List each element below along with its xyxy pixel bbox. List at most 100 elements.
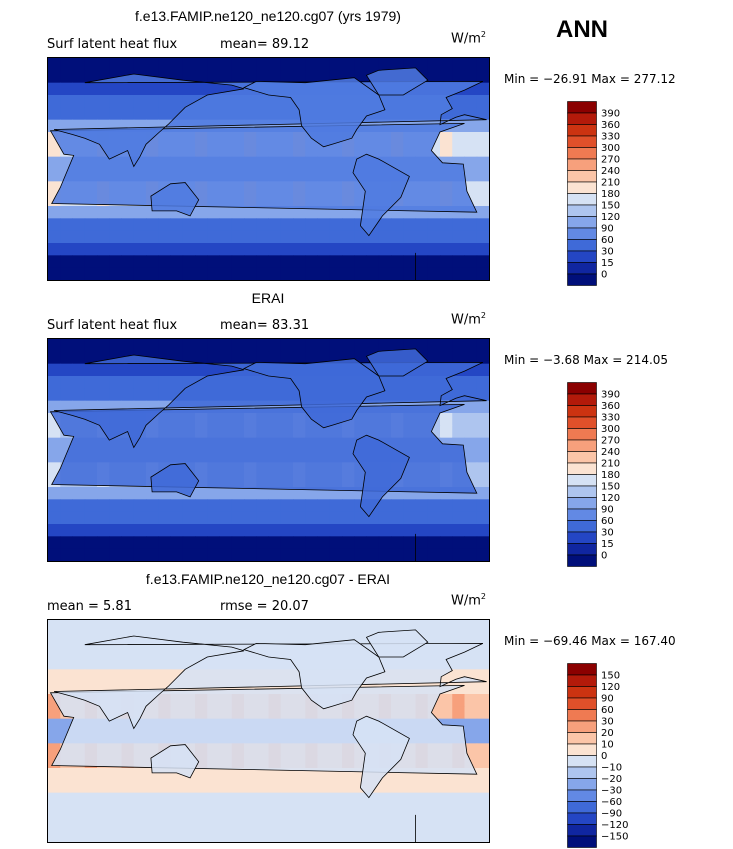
colorbar-tick-label: 180: [601, 189, 620, 200]
map-field-cell: [133, 548, 147, 561]
map-field-cell: [84, 107, 98, 121]
map-field-cell: [121, 669, 135, 683]
map-field-cell: [109, 243, 122, 256]
map-field-cell: [60, 255, 73, 269]
map-field-cell: [146, 339, 159, 352]
map-field-cell: [48, 376, 61, 389]
map-field-cell: [342, 829, 355, 842]
map-field-cell: [121, 267, 135, 280]
map-field-cell: [231, 230, 245, 244]
map-field-cell: [440, 536, 453, 550]
map-field-cell: [452, 817, 465, 831]
map-field-cell: [464, 255, 478, 269]
map-field-cell: [182, 351, 196, 365]
map-field-cell: [84, 620, 98, 633]
map-field-cell: [256, 768, 269, 781]
map-field-cell: [182, 70, 196, 84]
map-field-cell: [464, 95, 478, 108]
map-field-cell: [133, 524, 147, 537]
map-field-cell: [476, 413, 489, 426]
map-field-cell: [464, 339, 478, 352]
map-field-cell: [464, 536, 478, 550]
map-field-cell: [158, 82, 171, 96]
map-field-cell: [109, 255, 122, 269]
map-field-cell: [440, 351, 453, 365]
continent-outline: [150, 463, 200, 498]
map-field-svg: [48, 58, 489, 280]
map-field-cell: [464, 743, 478, 757]
map-field-cell: [146, 657, 159, 670]
map-field-cell: [48, 351, 61, 365]
map-field-cell: [256, 548, 269, 561]
map-field-cell: [403, 817, 416, 831]
continent-outline: [365, 67, 429, 96]
map-field-cell: [219, 524, 233, 537]
map-field-cell: [84, 58, 98, 71]
map-field-cell: [195, 70, 208, 84]
map-field-cell: [317, 620, 331, 633]
map-field-cell: [72, 339, 86, 352]
map-field-cell: [476, 681, 489, 695]
map-field-cell: [317, 339, 331, 352]
map-field-cell: [72, 805, 86, 818]
map-field-cell: [256, 805, 269, 818]
map-field-cell: [354, 548, 367, 561]
map-field-cell: [317, 255, 331, 269]
continent-outline: [352, 153, 410, 237]
panel-2-mean-label: mean= 83.31: [220, 318, 310, 333]
map-field-cell: [317, 511, 331, 525]
map-field-cell: [133, 267, 147, 280]
map-field-cell: [72, 255, 86, 269]
map-field-cell: [317, 805, 331, 818]
map-field-cell: [476, 780, 489, 794]
map-field-cell: [476, 731, 489, 744]
colorbar-tick-label: 120: [601, 682, 620, 693]
map-field-cell: [268, 58, 282, 71]
map-field-cell: [427, 58, 441, 71]
map-field-cell: [293, 206, 306, 219]
map-field-cell: [72, 669, 86, 683]
map-field-cell: [403, 339, 416, 352]
map-field-cell: [427, 243, 441, 256]
map-field-cell: [182, 780, 196, 794]
map-field-cell: [72, 267, 86, 280]
colorbar-swatch: [567, 405, 597, 418]
map-field-cell: [464, 181, 478, 195]
units-exponent: 2: [480, 592, 486, 601]
map-field-cell: [415, 58, 429, 71]
map-field-cell: [452, 132, 465, 145]
map-field-cell: [329, 218, 343, 232]
map-field-cell: [440, 499, 453, 513]
colorbar-tick-label: 0: [601, 551, 607, 562]
panel-1-minmax: Min = −26.91 Max = 277.12: [504, 72, 676, 86]
map-field-cell: [146, 536, 159, 550]
colorbar-tick-label: 60: [601, 516, 614, 527]
map-field-cell: [231, 339, 245, 352]
panel-3-title: f.e13.FAMIP.ne120_ne120.cg07 - ERAI: [145, 571, 391, 587]
map-field-cell: [158, 817, 171, 831]
map-field-cell: [256, 218, 269, 232]
map-field-cell: [195, 780, 208, 794]
panel-1-units: W/m2: [451, 30, 486, 46]
colorbar-swatch: [567, 170, 597, 183]
map-field-cell: [476, 706, 489, 720]
map-field-cell: [280, 780, 294, 794]
map-field-cell: [403, 780, 416, 794]
map-field-cell: [48, 706, 61, 720]
map-field-cell: [133, 780, 147, 794]
map-field-cell: [109, 511, 122, 525]
map-field-cell: [476, 620, 489, 633]
colorbar-tick-label: 15: [601, 258, 614, 269]
map-field-cell: [403, 511, 416, 525]
map-field-cell: [170, 255, 184, 269]
map-field-cell: [427, 780, 441, 794]
map-field-cell: [133, 817, 147, 831]
map-field-cell: [342, 58, 355, 71]
map-field-cell: [440, 255, 453, 269]
map-field-cell: [317, 58, 331, 71]
map-field-cell: [48, 95, 61, 108]
map-field-cell: [231, 829, 245, 842]
map-field-cell: [72, 58, 86, 71]
map-field-cell: [84, 255, 98, 269]
map-field-cell: [440, 706, 453, 720]
